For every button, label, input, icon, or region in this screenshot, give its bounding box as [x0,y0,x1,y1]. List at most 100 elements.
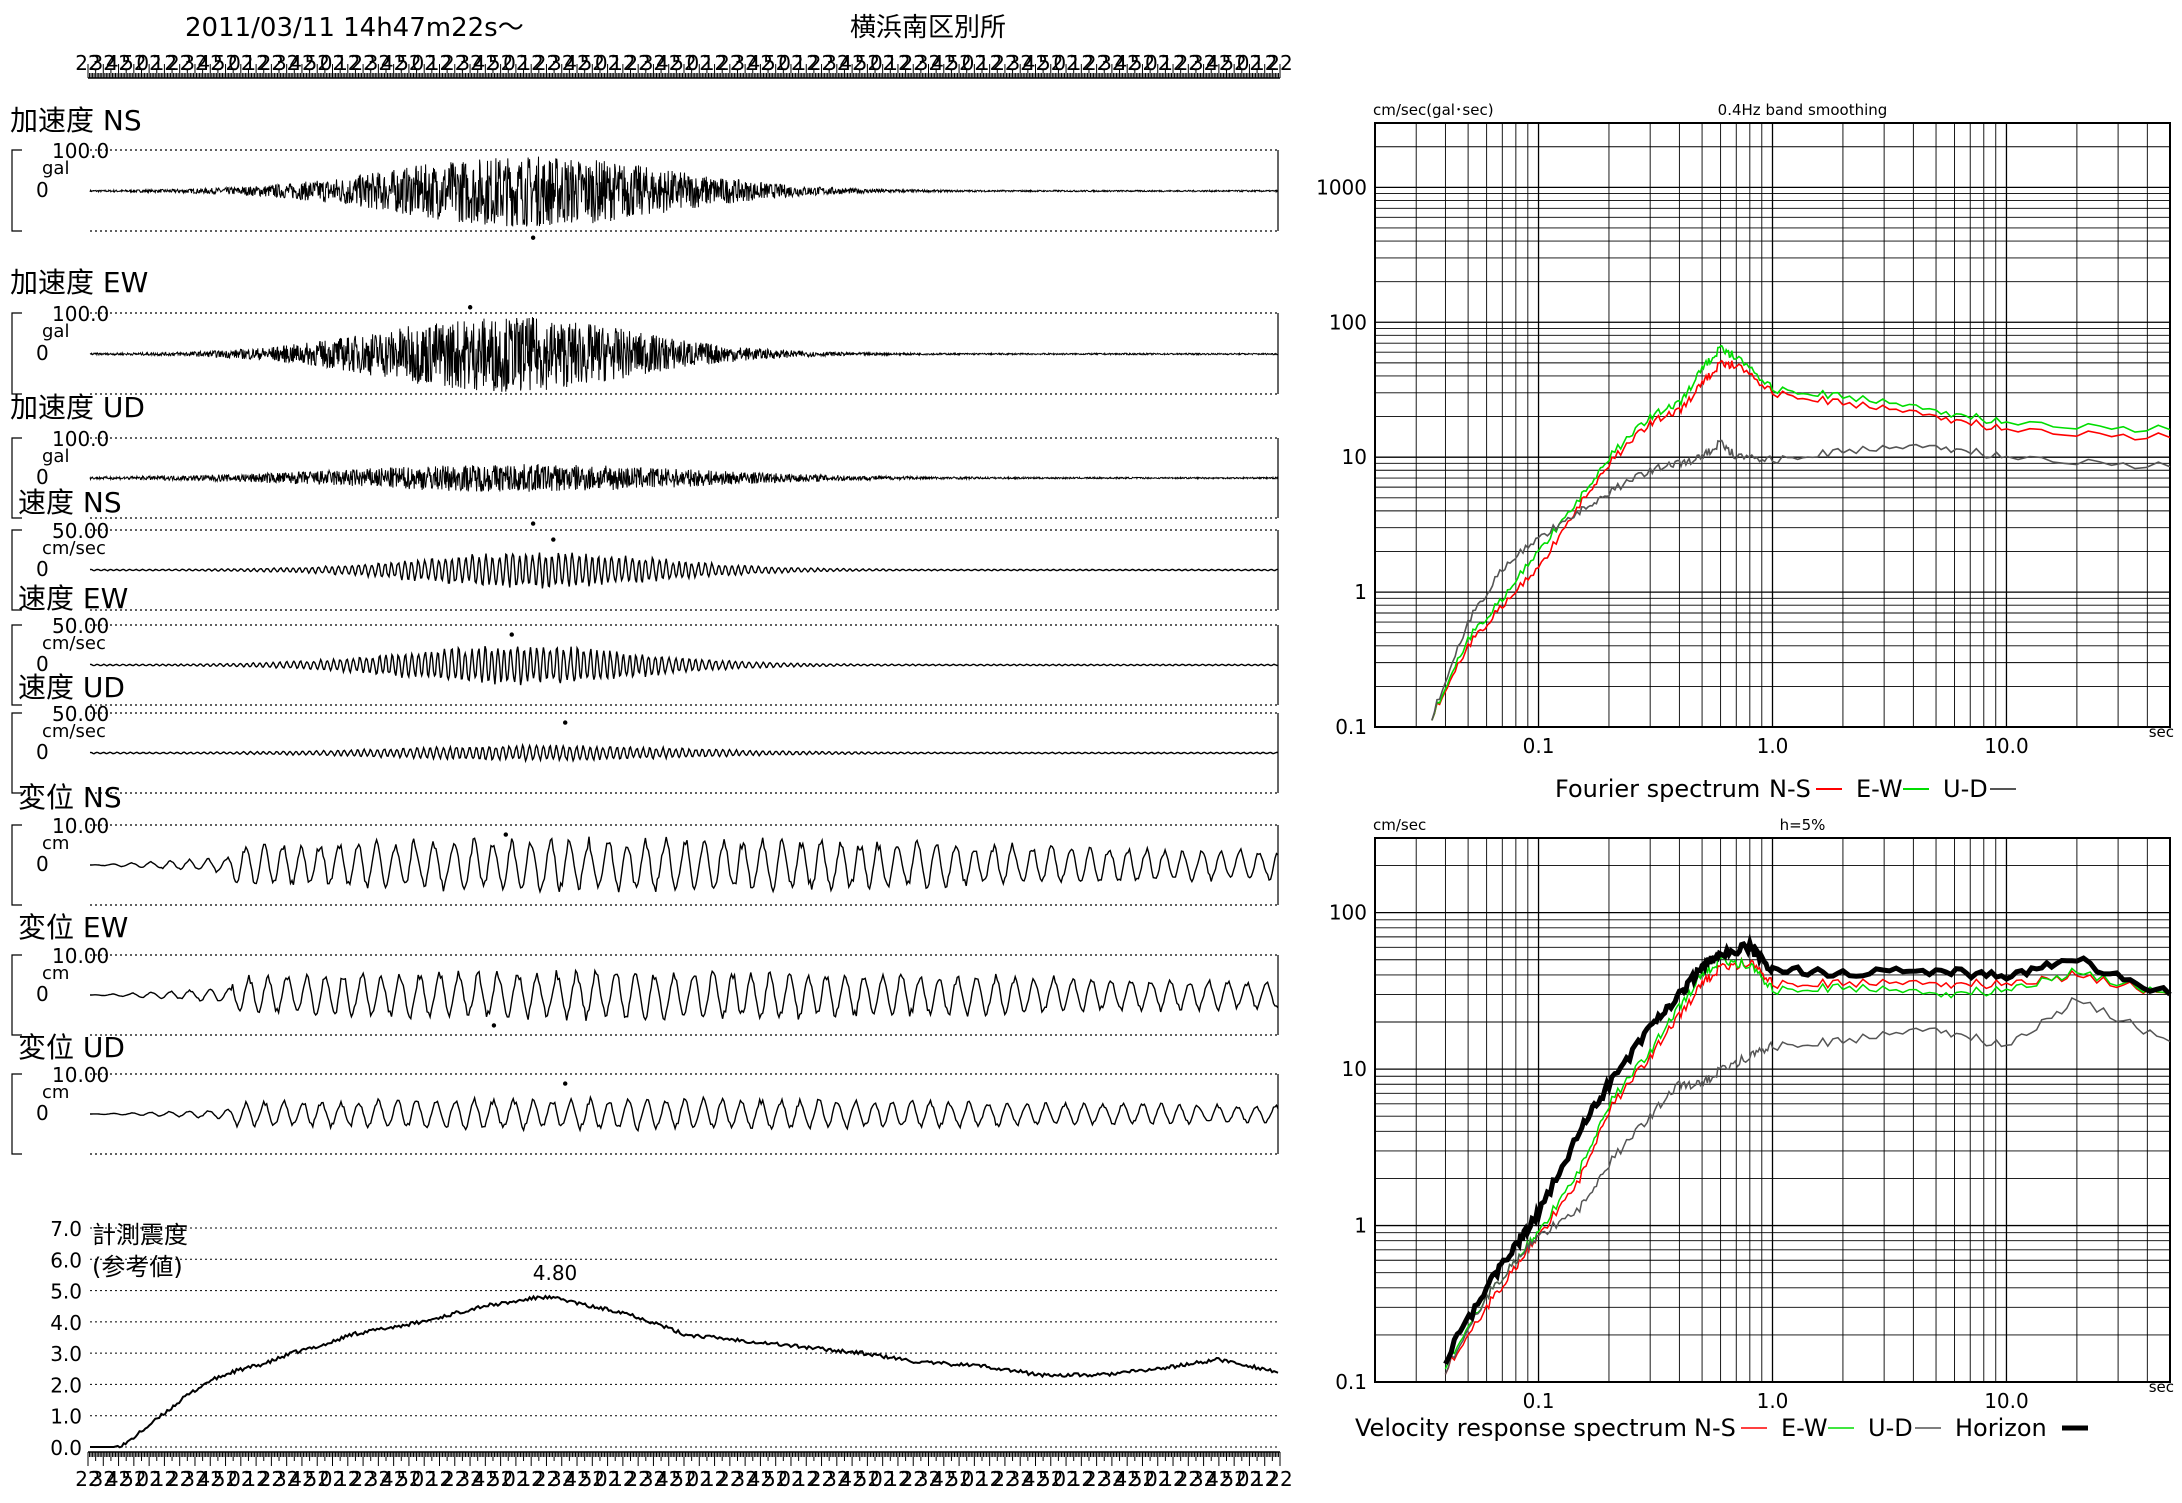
intensity-chart: 0.0 1.0 2.0 3.0 4.0 5.0 6.0 7.0 計測震度 (参考値) 4.80 [50,1217,1279,1460]
time-tick-label: 22 [1267,51,1292,75]
legend-series-label: E-W [1781,1414,1828,1442]
spectrum-y-tick-label: 100 [1329,310,1367,334]
time-tick-label: 32 [1099,51,1124,75]
panel-bracket [11,712,22,794]
waveform-trace [90,836,1279,894]
time-tick-label: 32 [457,51,482,75]
panel-unit: cm [42,963,69,984]
spectrum-frame [1374,122,2171,728]
time-tick-label: 22 [1267,1467,1292,1491]
time-tick-label: 42 [931,51,956,75]
spectrum-y-tick-label: 1 [1354,580,1367,604]
legend-series-label: N-S [1694,1414,1736,1442]
panel-scale: 100.0 [52,302,109,326]
panel-unit: cm [42,1082,69,1103]
time-tick-label: 32 [274,1467,299,1491]
peak-marker [530,235,536,240]
time-tick-label: 02 [778,1467,803,1491]
waveform-trace [89,317,1279,392]
time-tick-label: 52 [946,51,971,75]
time-tick-label: 22 [901,51,926,75]
intensity-tick-label: 6.0 [50,1248,82,1272]
time-tick-label: 32 [1191,1467,1216,1491]
time-tick-label: 42 [931,1467,956,1491]
time-tick-label: 52 [580,1467,605,1491]
time-tick-label: 12 [1252,51,1277,75]
time-tick-label: 12 [427,1467,452,1491]
time-tick-label: 22 [1084,1467,1109,1491]
time-tick-label: 32 [641,51,666,75]
time-tick-label: 02 [411,51,436,75]
intensity-tick-label: 7.0 [50,1217,82,1241]
spectrum-y-tick-label: 0.1 [1335,715,1367,739]
time-tick-label: 02 [228,1467,253,1491]
time-tick-label: 52 [213,51,238,75]
legend-series-label: U-D [1943,775,1988,803]
time-tick-label: 12 [243,1467,268,1491]
time-tick-label: 32 [641,1467,666,1491]
time-tick-label: 12 [794,1467,819,1491]
spectrum-series-line [1431,359,2171,721]
time-tick-label: 32 [732,1467,757,1491]
time-tick-label: 22 [809,1467,834,1491]
time-tick-label: 42 [1206,1467,1231,1491]
panel-zero: 0 [36,465,49,489]
time-tick-label: 02 [687,1467,712,1491]
spectrum-x-label: sec [2149,1378,2174,1396]
waveform-trace [89,742,1279,764]
time-tick-label: 52 [763,51,788,75]
spectrum-title: 0.4Hz band smoothing [1718,101,1888,119]
time-tick-label: 22 [259,1467,284,1491]
time-tick-label: 12 [1069,51,1094,75]
time-tick-label: 52 [671,1467,696,1491]
time-tick-label: 22 [901,1467,926,1491]
peak-marker [491,1023,497,1028]
time-tick-label: 12 [335,1467,360,1491]
panel-scale: 10.00 [52,944,109,968]
spectrum-x-tick-label: 0.1 [1523,1389,1555,1413]
time-tick-label: 02 [503,1467,528,1491]
legend-series-label: N-S [1769,775,1811,803]
time-tick-label: 32 [1007,51,1032,75]
time-tick-label: 12 [1069,1467,1094,1491]
time-tick-label: 22 [809,51,834,75]
time-tick-label: 02 [320,1467,345,1491]
spectrum-frame [1374,837,2171,1383]
time-tick-label: 02 [1237,1467,1262,1491]
time-tick-label: 02 [136,51,161,75]
panel-unit: cm/sec [42,721,106,742]
time-tick-label: 32 [1007,1467,1032,1491]
time-tick-label: 32 [366,51,391,75]
panel-scale: 100.0 [52,139,109,163]
time-tick-label: 02 [595,51,620,75]
time-tick-label: 52 [488,1467,513,1491]
panel-bracket [11,437,22,519]
time-tick-label: 12 [610,51,635,75]
time-tick-label: 42 [748,1467,773,1491]
time-tick-label: 32 [182,1467,207,1491]
time-tick-label: 52 [1130,1467,1155,1491]
waveform-trace [90,1094,1279,1133]
time-tick-label: 22 [350,1467,375,1491]
time-tick-label: 02 [870,1467,895,1491]
spectrum-x-tick-label: 10.0 [1984,734,2029,758]
time-tick-label: 02 [503,51,528,75]
time-tick-label: 12 [427,51,452,75]
bottom-time-axis: 2232425202122232425202122232425202122232… [75,1451,1293,1491]
panel-unit: gal [42,158,69,179]
time-tick-label: 22 [75,51,100,75]
time-tick-label: 42 [106,1467,131,1491]
spectrum-title: h=5% [1780,816,1826,834]
panel-title: 加速度 EW [10,266,148,299]
time-tick-label: 12 [243,51,268,75]
time-tick-label: 42 [656,1467,681,1491]
panel-zero: 0 [36,652,49,676]
legend-series-label: Horizon [1955,1414,2047,1442]
time-tick-label: 32 [91,1467,116,1491]
